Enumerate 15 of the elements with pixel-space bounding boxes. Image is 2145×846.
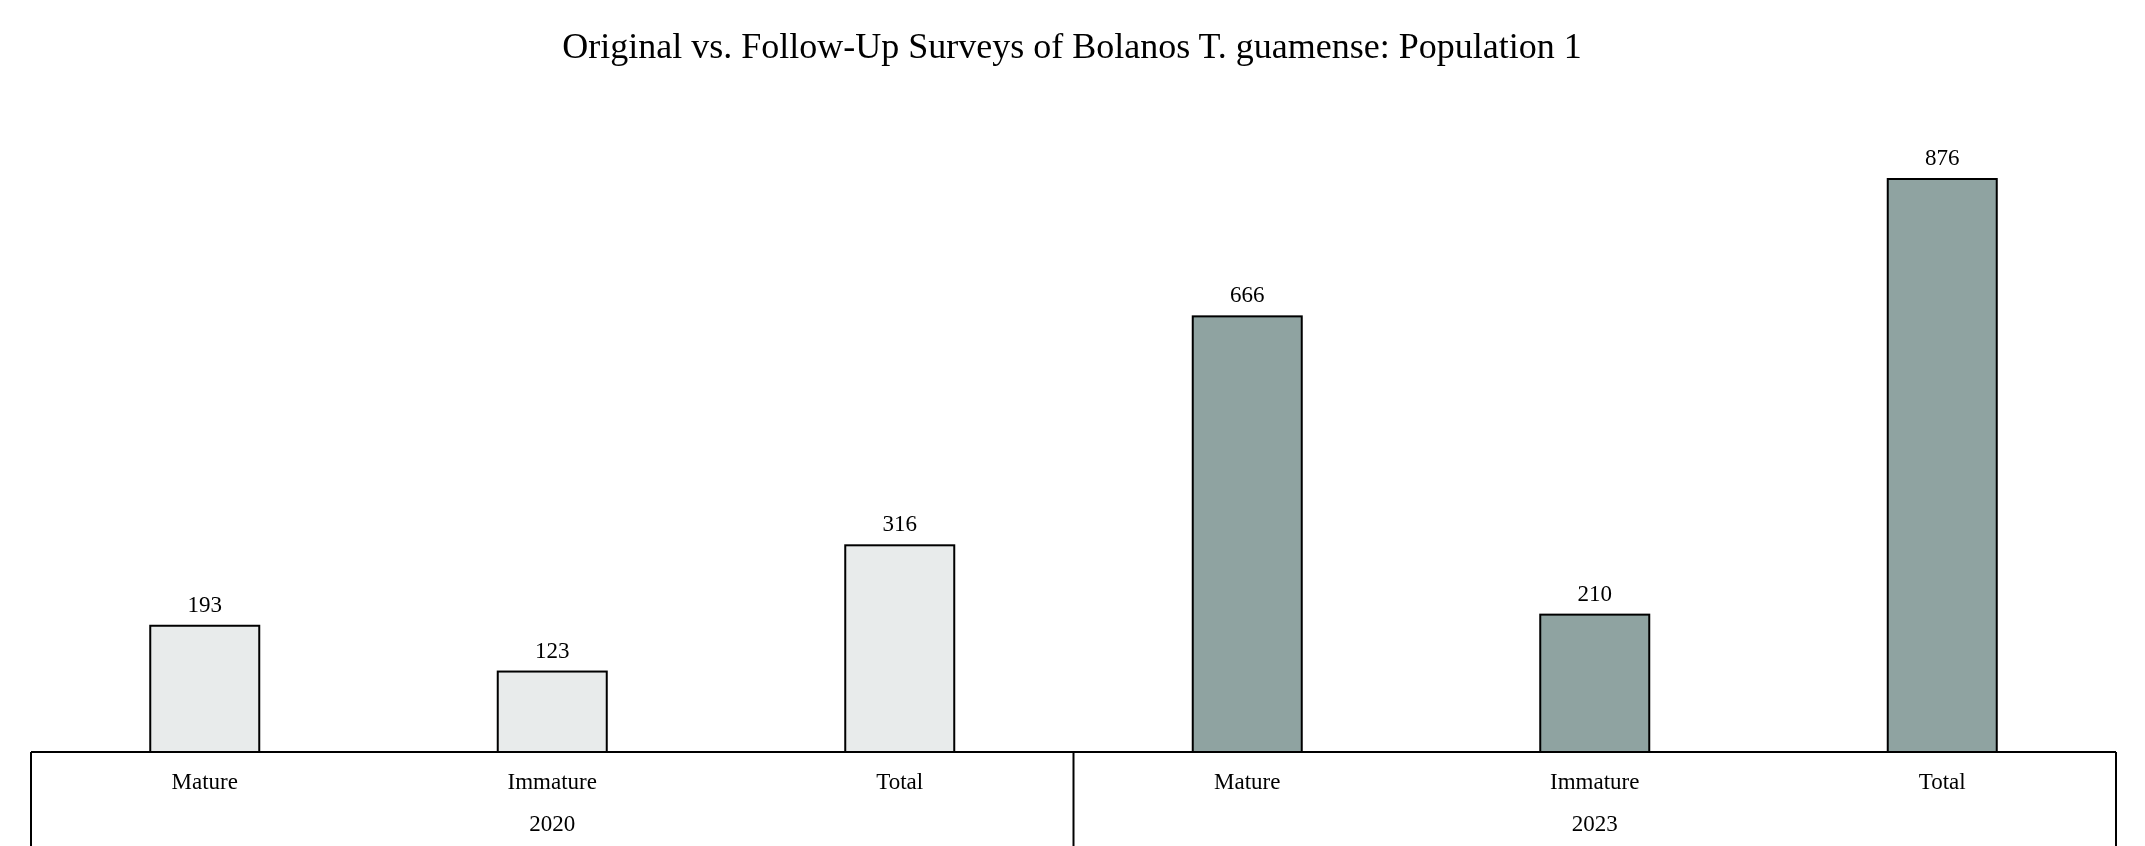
text: 2020	[529, 811, 576, 836]
data-label: 666	[1230, 282, 1265, 308]
text: 2023	[1571, 811, 1618, 836]
x-tick-label: Mature	[171, 769, 238, 794]
data-label: 193	[187, 591, 222, 617]
data-label: 876	[1925, 145, 1960, 170]
x-tick-label: Immature	[507, 769, 597, 794]
x-tick-label: Total	[876, 769, 924, 794]
data-label: 210	[1577, 580, 1612, 606]
x-tick-label: Mature	[1214, 769, 1281, 794]
data-label: 316	[882, 511, 917, 537]
data-label: 123	[535, 637, 570, 663]
x-tick-label: Immature	[1550, 769, 1640, 794]
x-tick-label: Total	[1918, 769, 1966, 794]
chart-title: Original vs. Follow-Up Surveys of Bolanos T. guamense: Population 1	[562, 26, 1582, 66]
